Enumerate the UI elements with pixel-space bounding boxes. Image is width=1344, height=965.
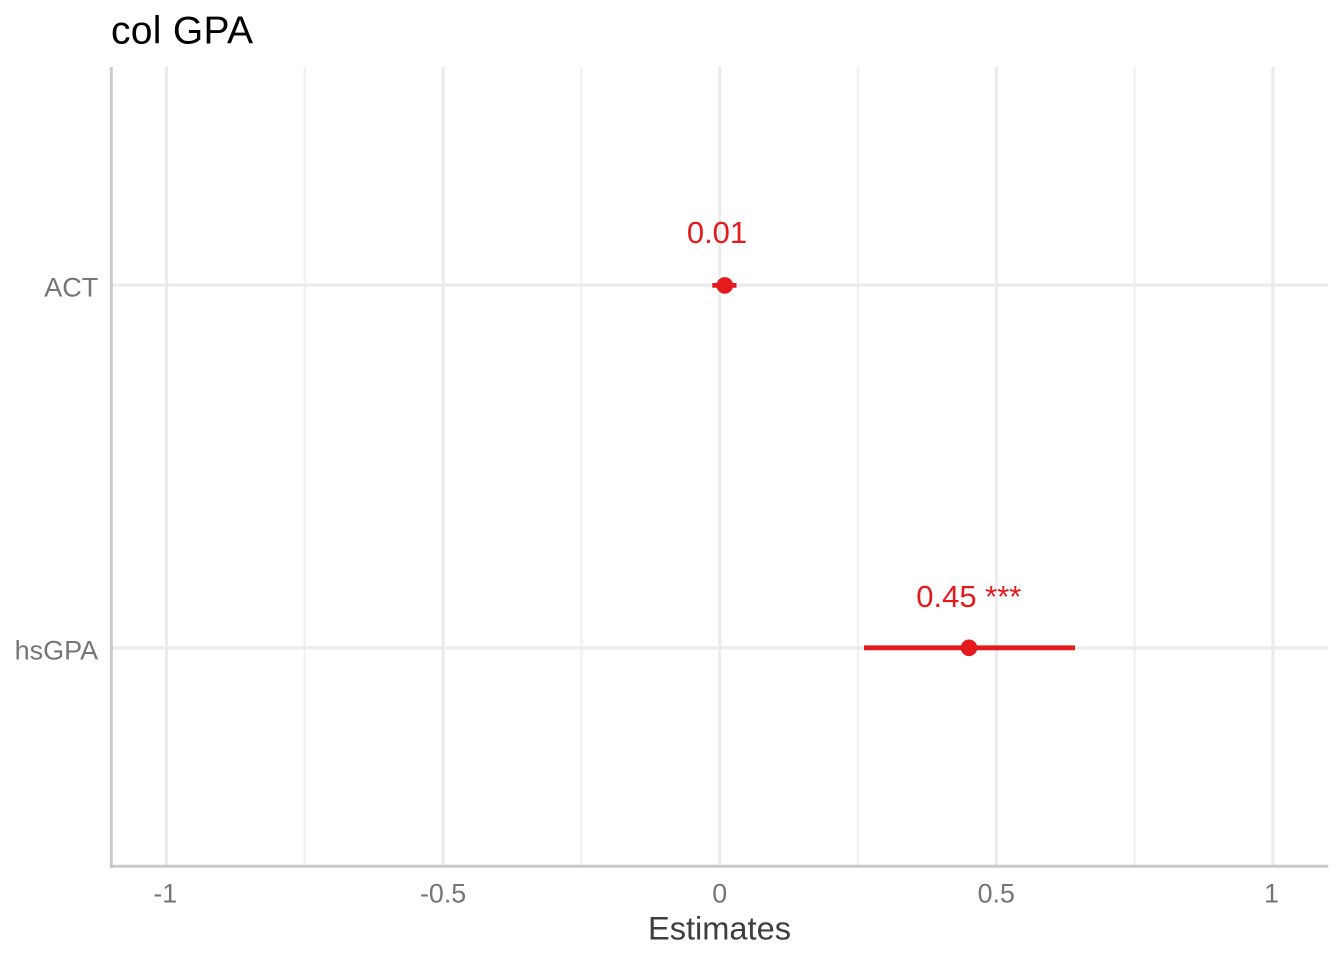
svg-text:-0.5: -0.5 <box>420 879 466 909</box>
svg-text:0.45 ***: 0.45 *** <box>916 579 1021 614</box>
svg-text:ACT: ACT <box>44 272 98 302</box>
svg-text:0.01: 0.01 <box>687 215 747 250</box>
svg-text:hsGPA: hsGPA <box>15 635 99 665</box>
svg-text:Estimates: Estimates <box>648 909 791 946</box>
svg-text:0: 0 <box>712 879 727 909</box>
svg-text:col GPA: col GPA <box>111 10 253 53</box>
svg-text:1: 1 <box>1264 879 1279 909</box>
svg-text:-1: -1 <box>153 879 177 909</box>
svg-text:0.5: 0.5 <box>978 879 1015 909</box>
